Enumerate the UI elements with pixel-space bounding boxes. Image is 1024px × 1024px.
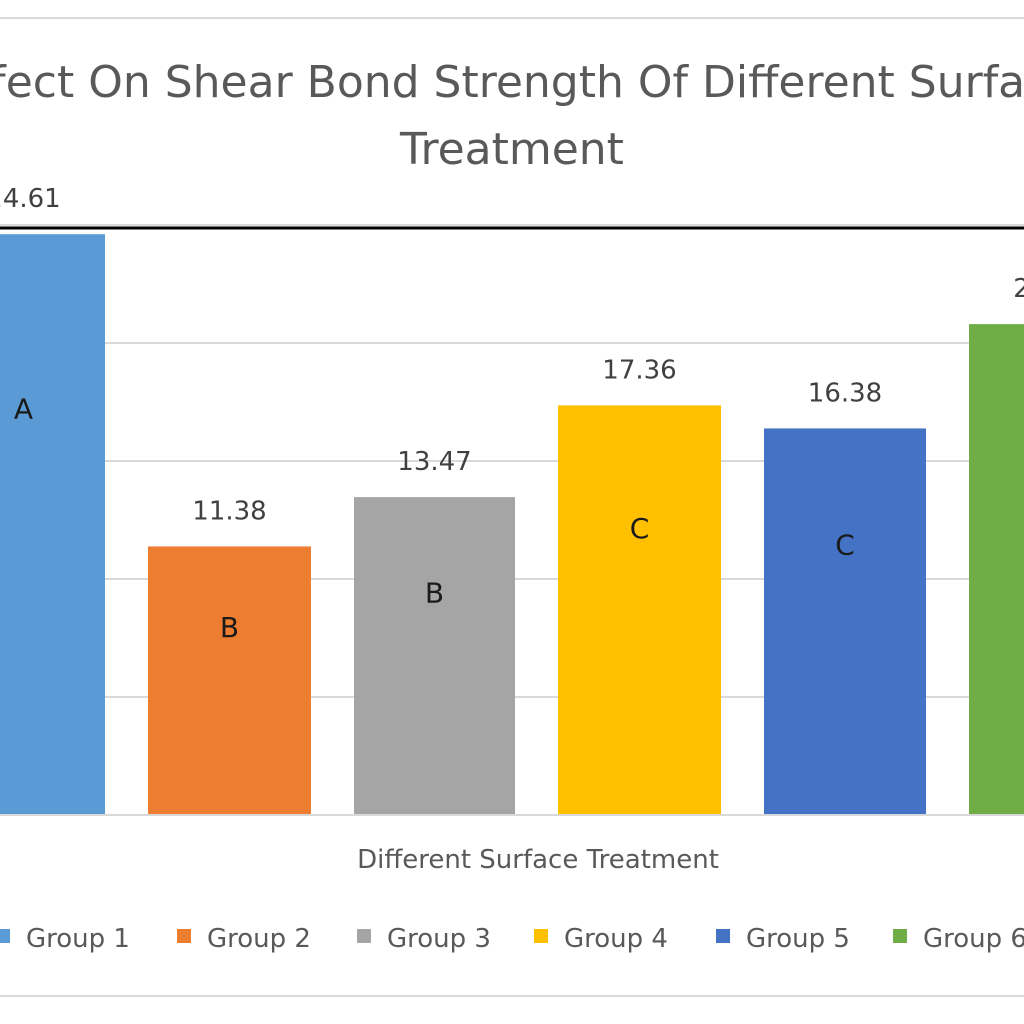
- bar-group-6: [969, 324, 1024, 815]
- bar-group-3: [354, 497, 515, 815]
- value-label-group-5: 16.38: [808, 378, 882, 408]
- legend-label-group-5: Group 5: [746, 924, 850, 954]
- legend-label-group-1: Group 1: [26, 924, 130, 954]
- value-label-group-2: 11.38: [192, 496, 266, 526]
- letter-label-group-3: B: [425, 576, 444, 609]
- letter-label-group-4: C: [630, 512, 650, 545]
- letter-label-group-5: C: [835, 528, 855, 561]
- value-label-group-4: 17.36: [602, 355, 676, 385]
- legend-label-group-6: Group 6: [923, 924, 1024, 954]
- legend: Group 1 Group 2 Group 3 Group 4 Group 5 Group…: [0, 924, 1024, 954]
- legend-swatch-group-6: [893, 929, 907, 943]
- legend-swatch-group-3: [357, 929, 371, 943]
- legend-label-group-2: Group 2: [207, 924, 311, 954]
- legend-swatch-group-5: [716, 929, 730, 943]
- bar-group-5: [764, 428, 926, 815]
- legend-swatch-group-1: [0, 929, 10, 943]
- letter-label-group-2: B: [220, 611, 239, 644]
- legend-swatch-group-4: [534, 929, 548, 943]
- bar-group-4: [558, 405, 721, 815]
- chart-title-line-2: Treatment: [399, 124, 624, 175]
- letter-label-group-1: A: [14, 392, 33, 425]
- value-label-group-3: 13.47: [397, 447, 471, 477]
- legend-label-group-4: Group 4: [564, 924, 668, 954]
- legend-swatch-group-2: [177, 929, 191, 943]
- x-axis-title: Different Surface Treatment: [357, 845, 719, 875]
- bars: [0, 234, 1024, 816]
- value-label-group-1: 24.61: [0, 184, 61, 214]
- chart-title-line-1: Effect On Shear Bond Strength Of Differe…: [0, 57, 1024, 108]
- bar-group-2: [148, 546, 311, 815]
- legend-label-group-3: Group 3: [387, 924, 491, 954]
- bar-group-1: [0, 234, 105, 816]
- value-label-group-6: 20.80: [1013, 274, 1024, 304]
